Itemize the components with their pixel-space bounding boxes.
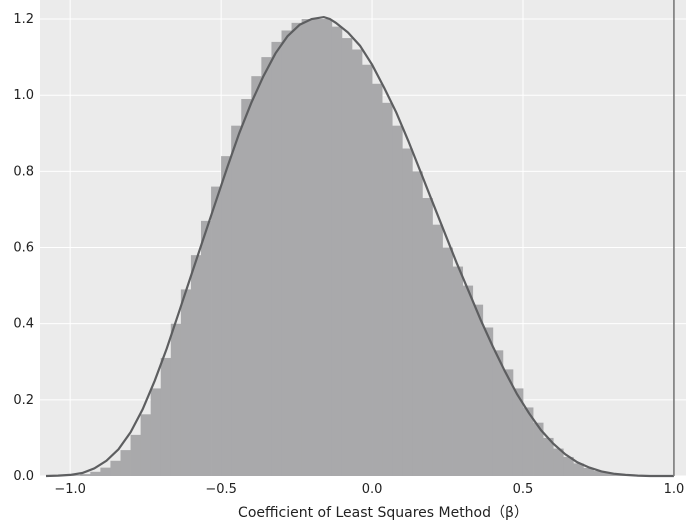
y-tick-label: 0.6: [13, 241, 34, 256]
histogram-bar: [200, 220, 212, 476]
histogram-bar: [482, 327, 494, 476]
histogram-bar: [70, 475, 81, 476]
histogram-bar: [573, 463, 584, 476]
y-tick-label: 0.0: [13, 469, 34, 484]
histogram-bar: [362, 64, 373, 477]
histogram-bar: [472, 304, 484, 476]
histogram-bar: [291, 22, 302, 477]
histogram-bar: [422, 198, 433, 477]
histogram-bar: [90, 471, 101, 476]
histogram-bar: [110, 460, 121, 476]
histogram-bar: [563, 456, 574, 476]
histogram-bar: [231, 125, 242, 476]
histogram-bar: [261, 57, 272, 477]
histogram-bar: [211, 186, 222, 477]
histogram-bar: [412, 171, 423, 477]
histogram-bar: [341, 38, 353, 476]
density-curve: [45, 15, 674, 478]
x-tick-label: 0.5: [513, 482, 534, 497]
x-axis-title: Coefficient of Least Squares Method（β）: [238, 505, 528, 521]
histogram-bar: [130, 434, 142, 476]
histogram-bar: [372, 83, 383, 476]
histogram-bar: [311, 19, 323, 476]
histogram-bar: [241, 99, 252, 477]
histogram-bar: [301, 19, 313, 476]
histogram-bars: [70, 19, 645, 477]
histogram-bar: [583, 468, 594, 476]
histogram-bar: [432, 224, 443, 476]
histogram-bar: [221, 156, 232, 477]
histogram-bar: [452, 266, 464, 476]
histogram-bar: [492, 350, 504, 476]
histogram-bar: [512, 388, 524, 476]
histogram-bar: [120, 450, 131, 476]
x-tick-label: −0.5: [205, 482, 237, 497]
histogram-bar: [603, 472, 614, 476]
x-tick-label: −1.0: [54, 482, 86, 497]
x-tick-labels: −1.0 −0.5 0.0 0.5 1.0: [54, 482, 684, 497]
histogram-bar: [382, 102, 393, 476]
histogram-bar: [593, 471, 604, 476]
histogram-bar: [180, 289, 192, 476]
histogram-bar: [281, 30, 292, 477]
y-tick-label: 0.2: [13, 393, 34, 408]
histogram-bar: [251, 76, 262, 476]
histogram-bar: [522, 407, 534, 476]
histogram-bar: [462, 285, 474, 476]
y-tick-label: 0.8: [13, 164, 34, 179]
histogram-bar: [392, 125, 403, 476]
y-tick-label: 0.4: [13, 317, 34, 332]
histogram-bar: [543, 437, 554, 476]
histogram-bar: [402, 148, 413, 476]
histogram-bar: [80, 474, 91, 476]
histogram-bar: [271, 41, 282, 476]
histogram-bar: [331, 26, 343, 476]
x-tick-label: 1.0: [664, 482, 685, 497]
histogram-bar: [502, 369, 514, 476]
histogram-bar: [150, 388, 162, 476]
histogram-bar: [140, 414, 152, 476]
histogram-bar: [533, 422, 544, 476]
x-tick-label: 0.0: [362, 482, 383, 497]
histogram-bar: [170, 323, 182, 476]
histogram-bar: [321, 19, 333, 476]
histogram-bar: [190, 255, 202, 476]
y-tick-label: 1.0: [13, 88, 34, 103]
histogram-bar: [553, 448, 564, 476]
y-tick-label: 1.2: [13, 12, 34, 27]
histogram-bar: [100, 467, 111, 476]
histogram-bar: [351, 49, 363, 477]
y-tick-labels: 0.0 0.2 0.4 0.6 0.8 1.0 1.2: [13, 12, 34, 484]
histogram-bar: [160, 357, 172, 476]
histogram-bar: [442, 247, 453, 476]
